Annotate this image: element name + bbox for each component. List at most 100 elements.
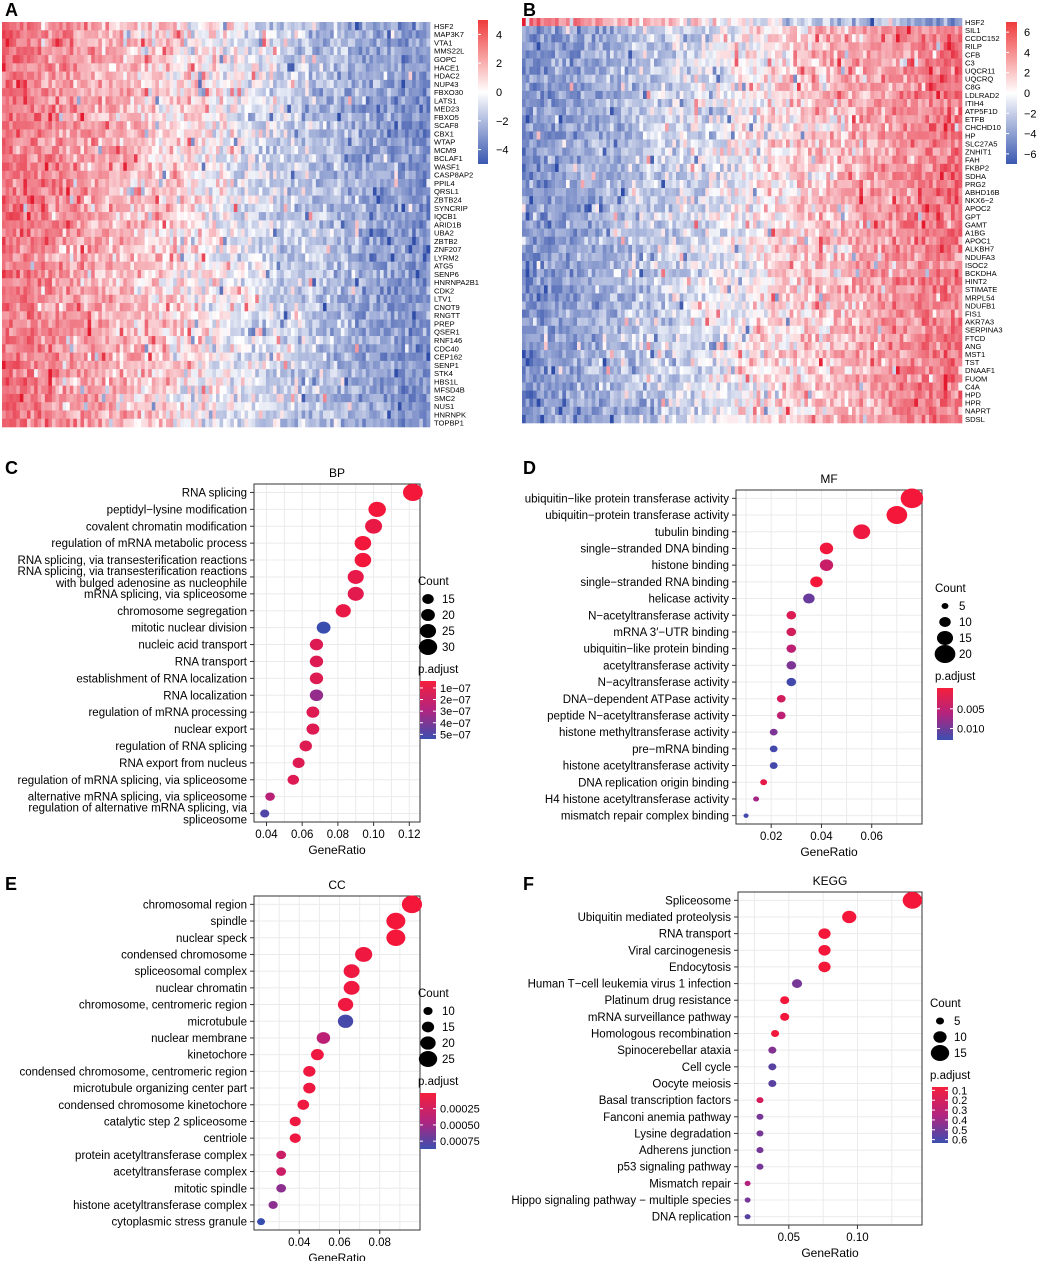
heatmap-cell (94, 104, 99, 114)
heatmap-cell (116, 253, 120, 262)
heatmap-cell (87, 145, 92, 155)
heatmap-cell (240, 46, 245, 56)
heatmap-cell (55, 71, 60, 81)
heatmap-cell (344, 121, 349, 130)
heatmap-cell (173, 145, 178, 155)
heatmap-cell (66, 245, 71, 254)
heatmap-cell (87, 245, 92, 254)
heatmap-cell (9, 30, 13, 39)
heatmap-cell (169, 154, 174, 163)
heatmap-cell (208, 55, 213, 64)
heatmap-cell (419, 344, 424, 353)
heatmap-cell (333, 96, 338, 105)
heatmap-cell (69, 96, 74, 105)
heatmap-cell (148, 38, 153, 48)
heatmap-cell (362, 220, 367, 229)
heatmap-cell (326, 22, 331, 31)
heatmap-cell (34, 228, 38, 238)
heatmap-cell (258, 162, 263, 172)
heatmap-cell (401, 154, 406, 163)
heatmap-cell (183, 269, 188, 279)
heatmap-cell (19, 245, 24, 254)
heatmap-cell (66, 327, 71, 337)
heatmap-cell (187, 294, 192, 304)
heatmap-cell (194, 228, 199, 238)
heatmap-cell (237, 236, 242, 246)
heatmap-cell (212, 261, 217, 271)
heatmap-cell (173, 303, 178, 312)
heatmap-cell (130, 79, 135, 89)
heatmap-cell (76, 278, 81, 287)
heatmap-cell (76, 46, 81, 56)
heatmap-cell (119, 220, 124, 229)
heatmap-cell (158, 38, 163, 48)
heatmap-cell (205, 278, 210, 287)
heatmap-cell (408, 212, 413, 221)
heatmap-cell (123, 261, 128, 271)
heatmap-cell (415, 55, 420, 64)
heatmap-cell (376, 38, 381, 48)
heatmap-cell (69, 286, 74, 296)
heatmap-cell (101, 179, 106, 188)
heatmap-cell (405, 212, 409, 221)
heatmap-cell (219, 79, 224, 89)
heatmap-cell (151, 137, 156, 147)
heatmap-cell (166, 236, 170, 246)
heatmap-cell (173, 228, 178, 238)
heatmap-cell (173, 121, 178, 130)
heatmap-cell (223, 22, 227, 31)
heatmap-cell (426, 195, 431, 205)
heatmap-cell (387, 79, 392, 89)
heatmap-cell (419, 137, 424, 147)
heatmap-cell (255, 137, 260, 147)
heatmap-cell (105, 30, 110, 39)
heatmap-cell (123, 228, 128, 238)
heatmap-cell (30, 88, 35, 97)
heatmap-cell (98, 187, 103, 196)
heatmap-cell (340, 228, 345, 238)
heatmap-cell (290, 294, 295, 304)
heatmap-cell (340, 203, 345, 213)
heatmap-cell (251, 104, 256, 114)
heatmap-cell (137, 88, 142, 97)
heatmap-cell (41, 38, 46, 48)
heatmap-cell (62, 245, 67, 254)
heatmap-cell (201, 327, 206, 337)
heatmap-cell (87, 187, 92, 196)
heatmap-cell (169, 286, 174, 296)
heatmap-cell (16, 212, 21, 221)
heatmap-cell (333, 203, 338, 213)
heatmap-cell (26, 170, 31, 180)
heatmap-cell (48, 88, 53, 97)
heatmap-cell (80, 269, 85, 279)
heatmap-cell (16, 145, 21, 155)
heatmap-cell (151, 336, 156, 345)
heatmap-cell (251, 154, 256, 163)
heatmap-cell (112, 187, 117, 196)
heatmap-cell (365, 220, 370, 229)
heatmap-cell (69, 71, 74, 81)
heatmap-cell (305, 22, 310, 31)
heatmap-cell (23, 46, 28, 56)
heatmap-cell (312, 154, 317, 163)
heatmap-cell (390, 63, 395, 72)
heatmap-cell (248, 269, 252, 279)
heatmap-cell (290, 236, 295, 246)
heatmap-cell (109, 336, 113, 345)
heatmap-cell (362, 344, 367, 353)
heatmap-cell (405, 236, 409, 246)
heatmap-cell (337, 63, 342, 72)
heatmap-cell (287, 137, 292, 147)
heatmap-cell (216, 294, 220, 304)
heatmap-cell (37, 352, 42, 362)
heatmap-cell (69, 327, 74, 337)
heatmap-cell (380, 55, 384, 64)
heatmap-cell (41, 203, 46, 213)
heatmap-cell (369, 137, 374, 147)
heatmap-cell (59, 336, 63, 345)
heatmap-cell (216, 179, 220, 188)
heatmap-cell (133, 203, 138, 213)
heatmap-cell (383, 286, 388, 296)
heatmap-cell (198, 220, 203, 229)
heatmap-cell (2, 71, 6, 81)
